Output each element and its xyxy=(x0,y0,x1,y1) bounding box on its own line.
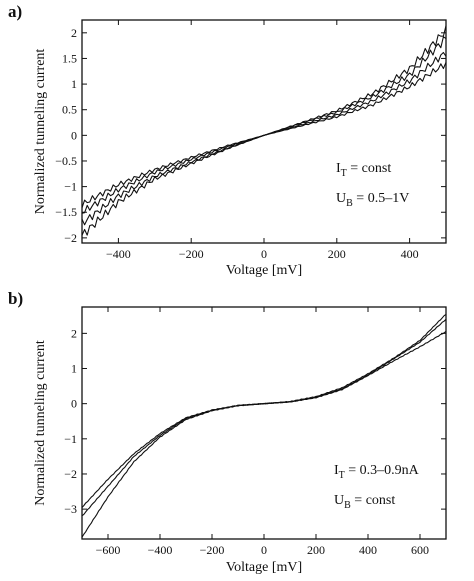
y-tick-label: −0.5 xyxy=(55,154,77,168)
y-axis-label: Normalized tunneling current xyxy=(33,49,48,215)
y-tick-label: 1 xyxy=(71,362,77,376)
chart-panel-2: b) −600 −400 −200 0 200 400 600 −3 −2 −1 0 1 2 Voltage… xyxy=(8,289,447,575)
y-tick-label: −1 xyxy=(64,432,77,446)
y-tick-label: −3 xyxy=(64,502,77,516)
x-tick-label: 0 xyxy=(261,543,267,557)
x-tick-label: 600 xyxy=(411,543,429,557)
y-tick-label: 1 xyxy=(71,77,77,91)
series-line-2 xyxy=(81,318,447,517)
annotation-text: UB = 0.5–1V xyxy=(336,191,409,209)
x-tick-label: 400 xyxy=(401,247,419,261)
x-tick-label: −400 xyxy=(148,543,173,557)
x-tick-label: 200 xyxy=(328,247,346,261)
x-tick-label: −200 xyxy=(179,247,204,261)
chart-panel-1: a) −400 −200 0 200 400 −2 −1.5 −1 −0.5 0 0.5 1 1.5 2 Vo… xyxy=(8,2,447,278)
y-tick-label: −1.5 xyxy=(55,205,77,219)
annotation-text: IT = const xyxy=(336,161,391,179)
x-tick-label: 400 xyxy=(359,543,377,557)
x-tick-label: 200 xyxy=(307,543,325,557)
x-tick-label: −400 xyxy=(106,247,131,261)
annotation-text: IT = 0.3–0.9nA xyxy=(334,463,420,481)
panel-label: b) xyxy=(8,289,23,308)
x-tick-label: −200 xyxy=(200,543,225,557)
y-tick-label: 0.5 xyxy=(62,103,77,117)
panel-label: a) xyxy=(8,2,22,21)
y-tick-label: −2 xyxy=(64,467,77,481)
plot-frame xyxy=(81,19,447,244)
y-tick-label: 2 xyxy=(71,326,77,340)
y-tick-label: −2 xyxy=(64,231,77,245)
x-axis-label: Voltage [mV] xyxy=(226,560,302,575)
annotation-text: UB = const xyxy=(334,493,395,511)
series-line-4 xyxy=(81,61,447,209)
y-tick-label: −1 xyxy=(64,180,77,194)
series-line-3 xyxy=(81,51,447,214)
x-tick-label: −600 xyxy=(96,543,121,557)
y-tick-label: 2 xyxy=(71,26,77,40)
y-axis-label: Normalized tunneling current xyxy=(33,340,48,506)
x-axis-label: Voltage [mV] xyxy=(226,263,302,278)
y-tick-label: 0 xyxy=(71,397,77,411)
series-line-3 xyxy=(81,330,447,509)
y-tick-label: 1.5 xyxy=(62,51,77,65)
y-tick-label: 0 xyxy=(71,128,77,142)
x-tick-label: 0 xyxy=(261,247,267,261)
